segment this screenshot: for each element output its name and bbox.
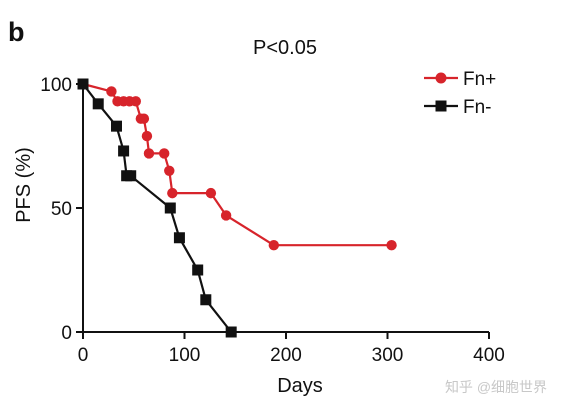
legend-label: Fn- [463, 97, 492, 118]
data-point [173, 232, 185, 244]
data-point [167, 187, 178, 199]
data-point [220, 210, 232, 221]
x-tick-label: 200 [270, 345, 302, 366]
data-point [125, 170, 137, 182]
data-point [225, 326, 237, 338]
x-tick-label: 100 [169, 345, 201, 366]
data-point [77, 78, 89, 90]
legend: Fn+ Fn- [424, 69, 496, 118]
data-point [106, 86, 117, 97]
y-tick-label: 50 [51, 199, 72, 220]
data-point [141, 130, 153, 142]
y-axis-label: PFS (%) [13, 147, 35, 223]
data-point [130, 96, 141, 107]
panel-label: b [8, 17, 25, 47]
data-point [268, 240, 280, 251]
data-point [164, 165, 175, 176]
watermark: 知乎 @细胞世界 [445, 379, 547, 395]
y-tick-label: 0 [61, 323, 72, 344]
series-fn-minus [77, 78, 237, 338]
p-value-annotation: P<0.05 [253, 37, 317, 59]
series-layer [77, 78, 397, 338]
axes: 0 100 200 300 400 0 50 100 [40, 75, 505, 366]
legend-marker [435, 72, 447, 84]
x-tick-label: 400 [473, 345, 505, 366]
legend-marker [435, 100, 447, 112]
legend-label: Fn+ [463, 69, 496, 90]
x-tick-label: 0 [78, 345, 89, 366]
data-point [92, 98, 104, 110]
data-point [143, 148, 155, 159]
data-point [200, 294, 212, 306]
data-point [205, 187, 217, 199]
y-tick-label: 100 [40, 75, 72, 96]
data-point [386, 240, 397, 251]
data-point [192, 264, 204, 276]
data-point [159, 148, 170, 159]
data-point [118, 145, 130, 157]
data-point [164, 202, 176, 214]
x-tick-label: 300 [372, 345, 404, 366]
data-point [110, 120, 122, 132]
series-line [82, 82, 392, 247]
x-axis-label: Days [277, 375, 323, 397]
data-point [138, 113, 150, 124]
